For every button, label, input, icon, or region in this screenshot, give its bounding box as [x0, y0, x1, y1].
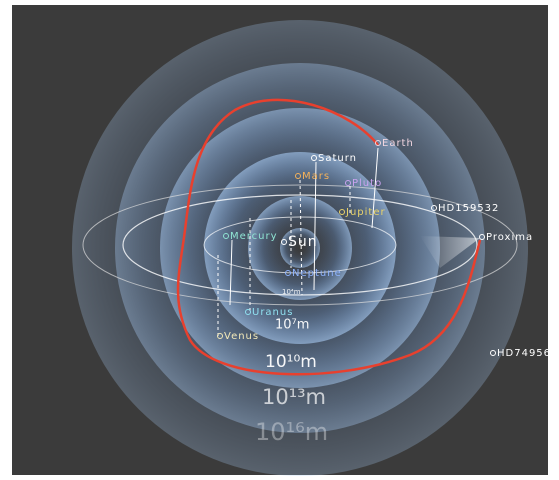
object-marker: [490, 350, 496, 356]
object-label: Pluto: [352, 178, 382, 189]
object-label: Uranus: [252, 307, 293, 318]
spheres: [72, 20, 528, 476]
object-marker: [339, 209, 345, 215]
object-marker: [217, 333, 223, 339]
object-label: HD74956: [497, 348, 551, 359]
plane: [82, 184, 518, 306]
object-marker: [285, 270, 291, 276]
object-marker: [281, 239, 287, 245]
object-label: Mars: [302, 171, 330, 182]
object-label: Proxima: [486, 232, 533, 243]
object-label: Saturn: [318, 153, 357, 164]
object-label: Venus: [224, 331, 259, 342]
object-label: Mercury: [230, 231, 278, 242]
object-marker: [431, 205, 437, 211]
beam: [420, 236, 480, 268]
stems: [217, 147, 379, 336]
object-marker: [295, 173, 301, 179]
object-marker: [375, 140, 381, 146]
scale-label: 10⁷m: [275, 318, 309, 333]
trajectory: [176, 98, 482, 376]
object-marker: [245, 309, 251, 315]
scale-label: 10¹⁰m: [265, 352, 317, 372]
object-label: Sun: [288, 234, 318, 250]
object-marker: [223, 233, 229, 239]
labels: Earth Saturn Mars Pluto Jupiter HD159532 Proxi…: [217, 138, 551, 446]
object-marker: [479, 234, 485, 240]
scale-label: 10¹³m: [262, 385, 326, 409]
object-label: Jupiter: [345, 207, 386, 218]
object-label: HD159532: [438, 203, 499, 214]
scale-label: 10¹⁶m: [255, 418, 328, 446]
object-marker: [311, 155, 317, 161]
object-marker: [345, 180, 351, 186]
object-label: Neptune: [292, 268, 342, 279]
object-label: Earth: [382, 138, 414, 149]
scale-label: 10⁴m: [282, 288, 301, 296]
orbit: [203, 216, 397, 274]
